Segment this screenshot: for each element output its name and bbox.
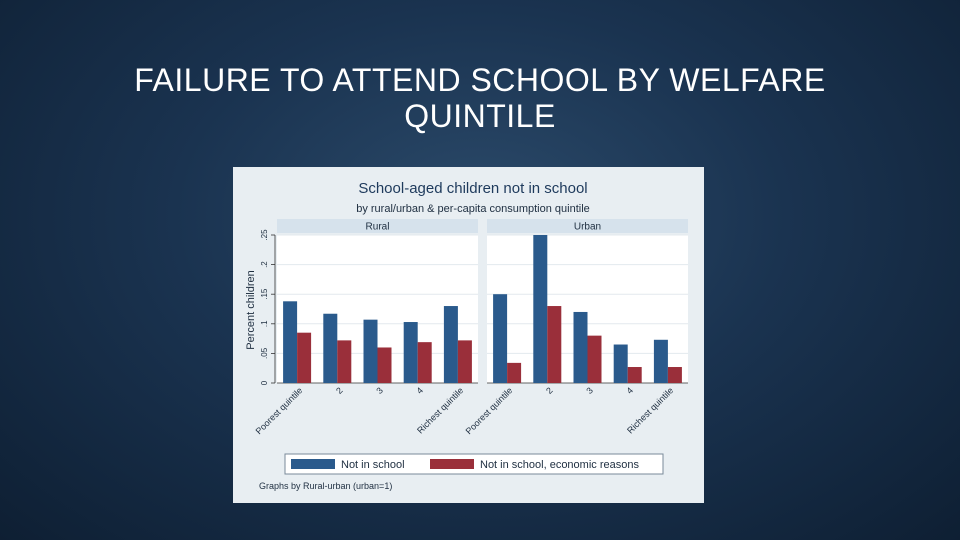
chart-svg: School-aged children not in school by ru…	[233, 167, 704, 503]
y-tick-label: 0	[260, 380, 269, 385]
bar-rural-richest-quintile-not-in-school-economic-reasons	[457, 340, 472, 383]
x-tick-label-rural: 3	[374, 385, 385, 396]
bar-urban-3-not-in-school	[573, 311, 588, 383]
bar-rural-3-not-in-school-economic-reasons	[377, 347, 392, 383]
y-tick-label: .2	[260, 261, 269, 268]
bar-rural-poorest-quintile-not-in-school	[283, 301, 298, 383]
chart-title: School-aged children not in school	[358, 180, 587, 197]
panel-title-rural: Rural	[366, 222, 390, 233]
x-tick-label-rural: 4	[414, 385, 425, 396]
slide-title: FAILURE TO ATTEND SCHOOL BY WELFARE QUIN…	[134, 62, 826, 134]
chart-subtitle: by rural/urban & per-capita consumption …	[356, 203, 590, 215]
panel-header-urban	[487, 219, 688, 233]
bar-urban-2-not-in-school	[533, 235, 548, 383]
legend-swatch-economic-reasons	[430, 459, 474, 469]
bar-urban-3-not-in-school-economic-reasons	[587, 335, 602, 383]
y-tick-label: .15	[260, 288, 269, 300]
panel-header-rural	[277, 219, 478, 233]
bar-rural-richest-quintile-not-in-school	[443, 306, 458, 383]
bar-urban-poorest-quintile-not-in-school-economic-reasons	[507, 362, 522, 383]
legend-swatch-not-in-school	[291, 459, 335, 469]
y-tick-label: .25	[260, 229, 269, 241]
x-tick-label-urban: 2	[544, 385, 555, 396]
bar-urban-4-not-in-school	[613, 344, 628, 383]
bar-urban-2-not-in-school-economic-reasons	[547, 306, 562, 383]
y-axis-label: Percent children	[245, 270, 257, 350]
bar-urban-poorest-quintile-not-in-school	[493, 294, 508, 383]
x-tick-label-urban: 4	[624, 385, 635, 396]
chart-figure: School-aged children not in school by ru…	[233, 167, 704, 503]
y-tick-label: .05	[260, 347, 269, 359]
x-tick-label-rural: 2	[334, 385, 345, 396]
bar-rural-3-not-in-school	[363, 319, 378, 383]
bar-urban-4-not-in-school-economic-reasons	[627, 367, 642, 383]
bar-rural-2-not-in-school-economic-reasons	[337, 340, 352, 383]
panel-title-urban: Urban	[574, 222, 601, 233]
chart-note: Graphs by Rural-urban (urban=1)	[259, 481, 392, 491]
bar-rural-4-not-in-school	[403, 322, 418, 383]
bar-rural-2-not-in-school	[323, 313, 338, 383]
legend-label-not-in-school: Not in school	[341, 459, 405, 471]
x-tick-label-urban: 3	[584, 385, 595, 396]
bar-urban-richest-quintile-not-in-school-economic-reasons	[667, 367, 682, 383]
y-tick-label: .1	[260, 320, 269, 327]
bar-rural-4-not-in-school-economic-reasons	[417, 342, 432, 383]
bar-rural-poorest-quintile-not-in-school-economic-reasons	[297, 332, 312, 383]
chart-legend: Not in school Not in school, economic re…	[284, 453, 664, 475]
bar-urban-richest-quintile-not-in-school	[653, 339, 668, 383]
legend-label-economic-reasons: Not in school, economic reasons	[480, 459, 639, 471]
